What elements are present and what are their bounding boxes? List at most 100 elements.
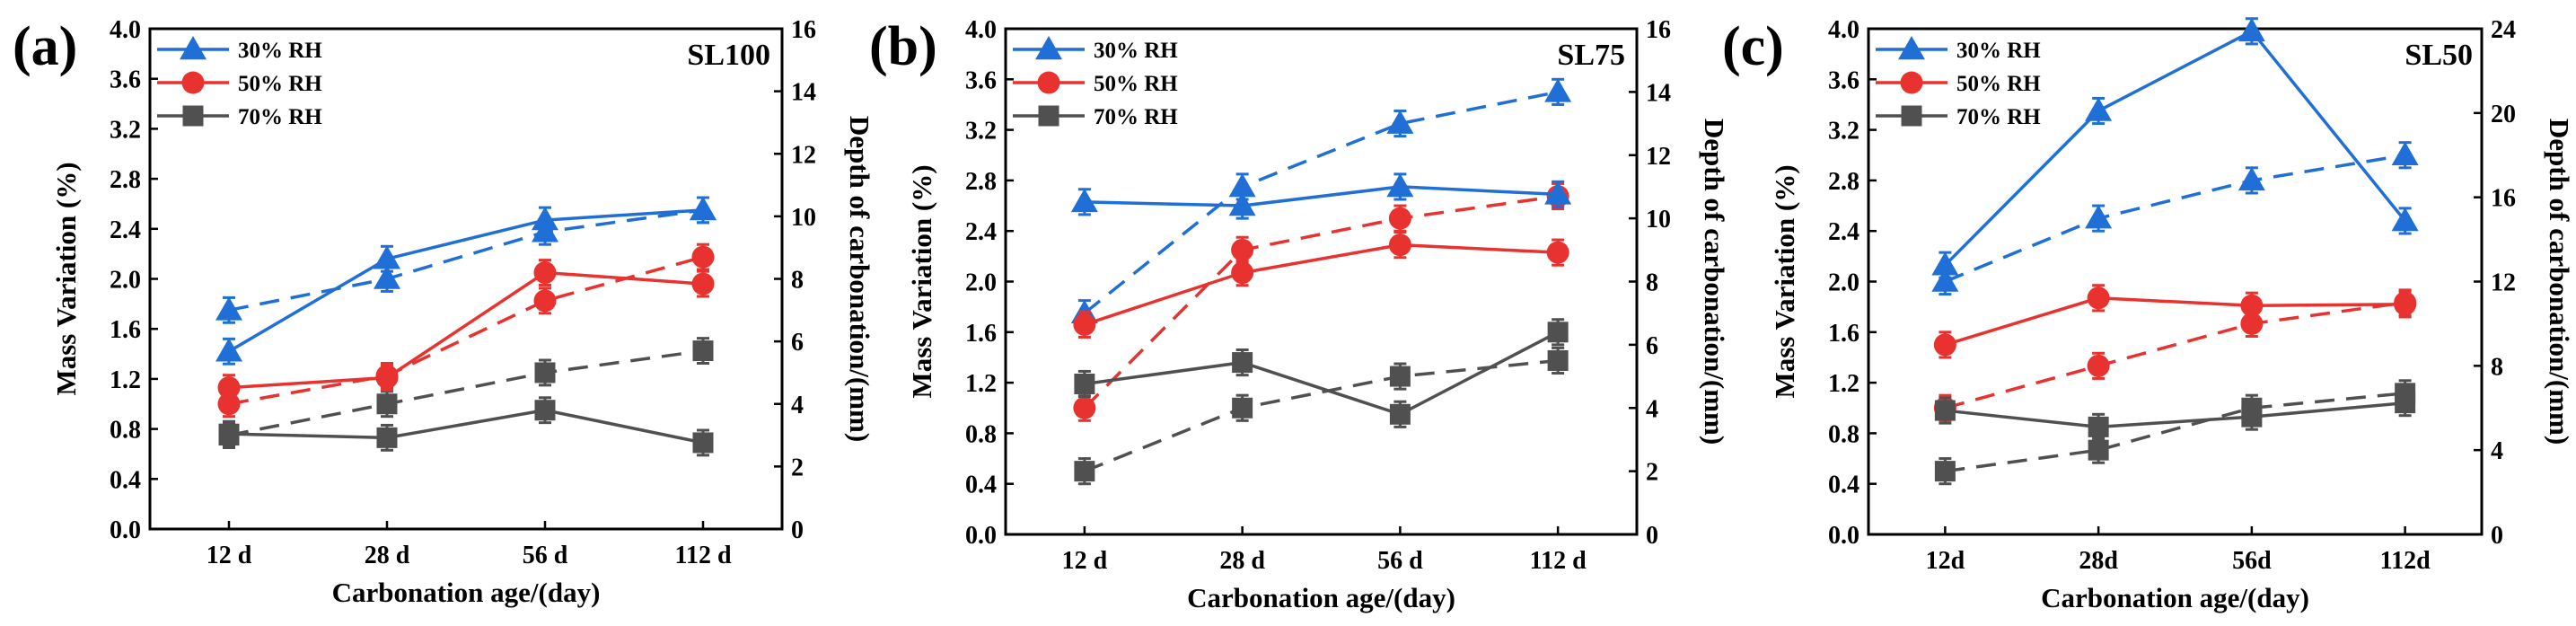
depth-point xyxy=(1074,461,1095,482)
mass-point xyxy=(1546,241,1569,264)
y-left-tick-label: 3.6 xyxy=(1828,66,1859,94)
depth-series-50-rh xyxy=(217,242,715,419)
depth-point xyxy=(1934,461,1956,482)
y-right-tick-label: 20 xyxy=(2491,101,2516,128)
y-left-tick-label: 2.0 xyxy=(110,267,141,295)
mass-point xyxy=(1070,188,1098,213)
depth-point xyxy=(534,362,556,384)
depth-point xyxy=(1231,238,1254,261)
x-tick-label: 112d xyxy=(2380,547,2431,575)
y-right-tick-label: 10 xyxy=(791,204,816,232)
mass-line xyxy=(1084,331,1559,417)
depth-point xyxy=(1228,172,1256,198)
y-left-tick-label: 0.8 xyxy=(965,420,997,448)
depth-point xyxy=(374,265,400,289)
legend-item-30-rh: 30% RH xyxy=(1876,36,2041,63)
depth-point xyxy=(217,392,241,416)
y-left-tick-label: 0.8 xyxy=(110,417,141,445)
y-right-tick-label: 16 xyxy=(1646,16,1671,44)
y-left-tick-label: 4.0 xyxy=(1828,16,1859,44)
mass-line xyxy=(228,208,704,353)
legend-item-50-rh: 50% RH xyxy=(1013,71,1178,96)
legend-label: 50% RH xyxy=(1094,72,1178,96)
mass-line xyxy=(1944,296,2405,347)
panel-letter: (b) xyxy=(869,16,937,77)
legend-marker xyxy=(181,71,205,94)
mass-point xyxy=(1232,352,1253,374)
legend-marker xyxy=(1898,36,1925,60)
mass-point xyxy=(532,207,558,231)
legend: 30% RH 50% RH 70% RH xyxy=(1876,36,2041,129)
depth-series-30-rh xyxy=(1931,141,2419,296)
legend-label: 70% RH xyxy=(238,105,322,129)
mass-series-50-rh xyxy=(1073,231,1569,339)
mass-point xyxy=(1074,374,1095,395)
y-right-tick-label: 4 xyxy=(2491,437,2503,465)
depth-point xyxy=(691,245,715,269)
y-right-tick-label: 4 xyxy=(791,392,804,419)
y-left-tick-label: 0.4 xyxy=(965,472,997,499)
mass-point xyxy=(2088,416,2109,437)
mass-point xyxy=(218,423,240,445)
y-left-tick-label: 3.2 xyxy=(1828,118,1859,145)
legend-marker xyxy=(1901,105,1922,127)
mass-point xyxy=(2238,17,2265,42)
depth-point xyxy=(1544,78,1572,102)
depth-line xyxy=(1084,358,1559,473)
mass-point xyxy=(215,338,242,362)
mass-point xyxy=(375,366,399,390)
y-right-tick-label: 12 xyxy=(791,141,816,169)
depth-point xyxy=(692,340,714,362)
mass-point xyxy=(2085,97,2113,121)
y-left-tick-label: 3.2 xyxy=(110,116,141,144)
y-left-tick-label: 2.8 xyxy=(1828,168,1859,196)
y-left-tick-label: 2.8 xyxy=(965,168,997,196)
mass-point xyxy=(1388,234,1411,257)
y-left-tick-label: 2.4 xyxy=(110,216,141,244)
depth-series-50-rh xyxy=(1933,288,2417,422)
y-left-tick-label: 0.0 xyxy=(110,516,141,544)
mass-point xyxy=(376,427,398,448)
x-tick-label: 28 d xyxy=(365,542,410,569)
y-left-tick-label: 3.6 xyxy=(110,66,141,94)
y-left-axis-title: Mass Variation (%) xyxy=(906,164,937,398)
mass-point xyxy=(2395,392,2416,414)
depth-line xyxy=(1083,194,1559,410)
y-left-tick-label: 2.8 xyxy=(110,166,141,194)
depth-point xyxy=(533,289,557,313)
y-left-tick-label: 1.2 xyxy=(965,370,997,398)
depth-line xyxy=(1944,154,2405,284)
legend-label: 50% RH xyxy=(238,72,322,96)
x-tick-label: 56 d xyxy=(1377,547,1423,575)
y-left-tick-label: 2.4 xyxy=(1828,218,1859,246)
y-left-axis-title: Mass Variation (%) xyxy=(1769,164,1800,398)
panel-letter: (a) xyxy=(13,16,77,77)
y-right-axis-title: Depth of carbonation/(mm) xyxy=(1699,119,1730,445)
y-right-tick-label: 16 xyxy=(2491,185,2516,213)
depth-line xyxy=(228,348,704,437)
depth-point xyxy=(1389,366,1411,387)
y-left-tick-label: 0.4 xyxy=(110,466,141,494)
mass-point xyxy=(1073,313,1096,336)
mass-series-70-rh xyxy=(1934,389,2416,441)
depth-line xyxy=(1944,301,2405,410)
legend-label: 70% RH xyxy=(1956,105,2041,129)
depth-point xyxy=(1388,207,1411,230)
mass-series-70-rh xyxy=(1074,318,1569,428)
mass-series-50-rh xyxy=(1933,284,2417,359)
mass-point xyxy=(2394,293,2417,316)
y-right-tick-label: 6 xyxy=(1646,332,1658,360)
legend-label: 30% RH xyxy=(1956,39,2041,63)
depth-series-50-rh xyxy=(1073,181,1569,422)
mass-point xyxy=(1544,181,1572,205)
mass-line xyxy=(228,408,704,445)
mass-point xyxy=(2391,207,2419,232)
mass-point xyxy=(2240,294,2264,317)
chart-panel-0: (a) SL100 0.0 0.4 0.8 1.2 1.6 2.0 2.4 2.8 3.2 3.6 4.… xyxy=(13,16,875,608)
mass-line xyxy=(1945,401,2405,429)
legend-label: 50% RH xyxy=(1956,72,2041,96)
depth-series-70-rh xyxy=(1074,346,1569,486)
mass-point xyxy=(2087,287,2110,310)
depth-point xyxy=(1931,268,1959,292)
